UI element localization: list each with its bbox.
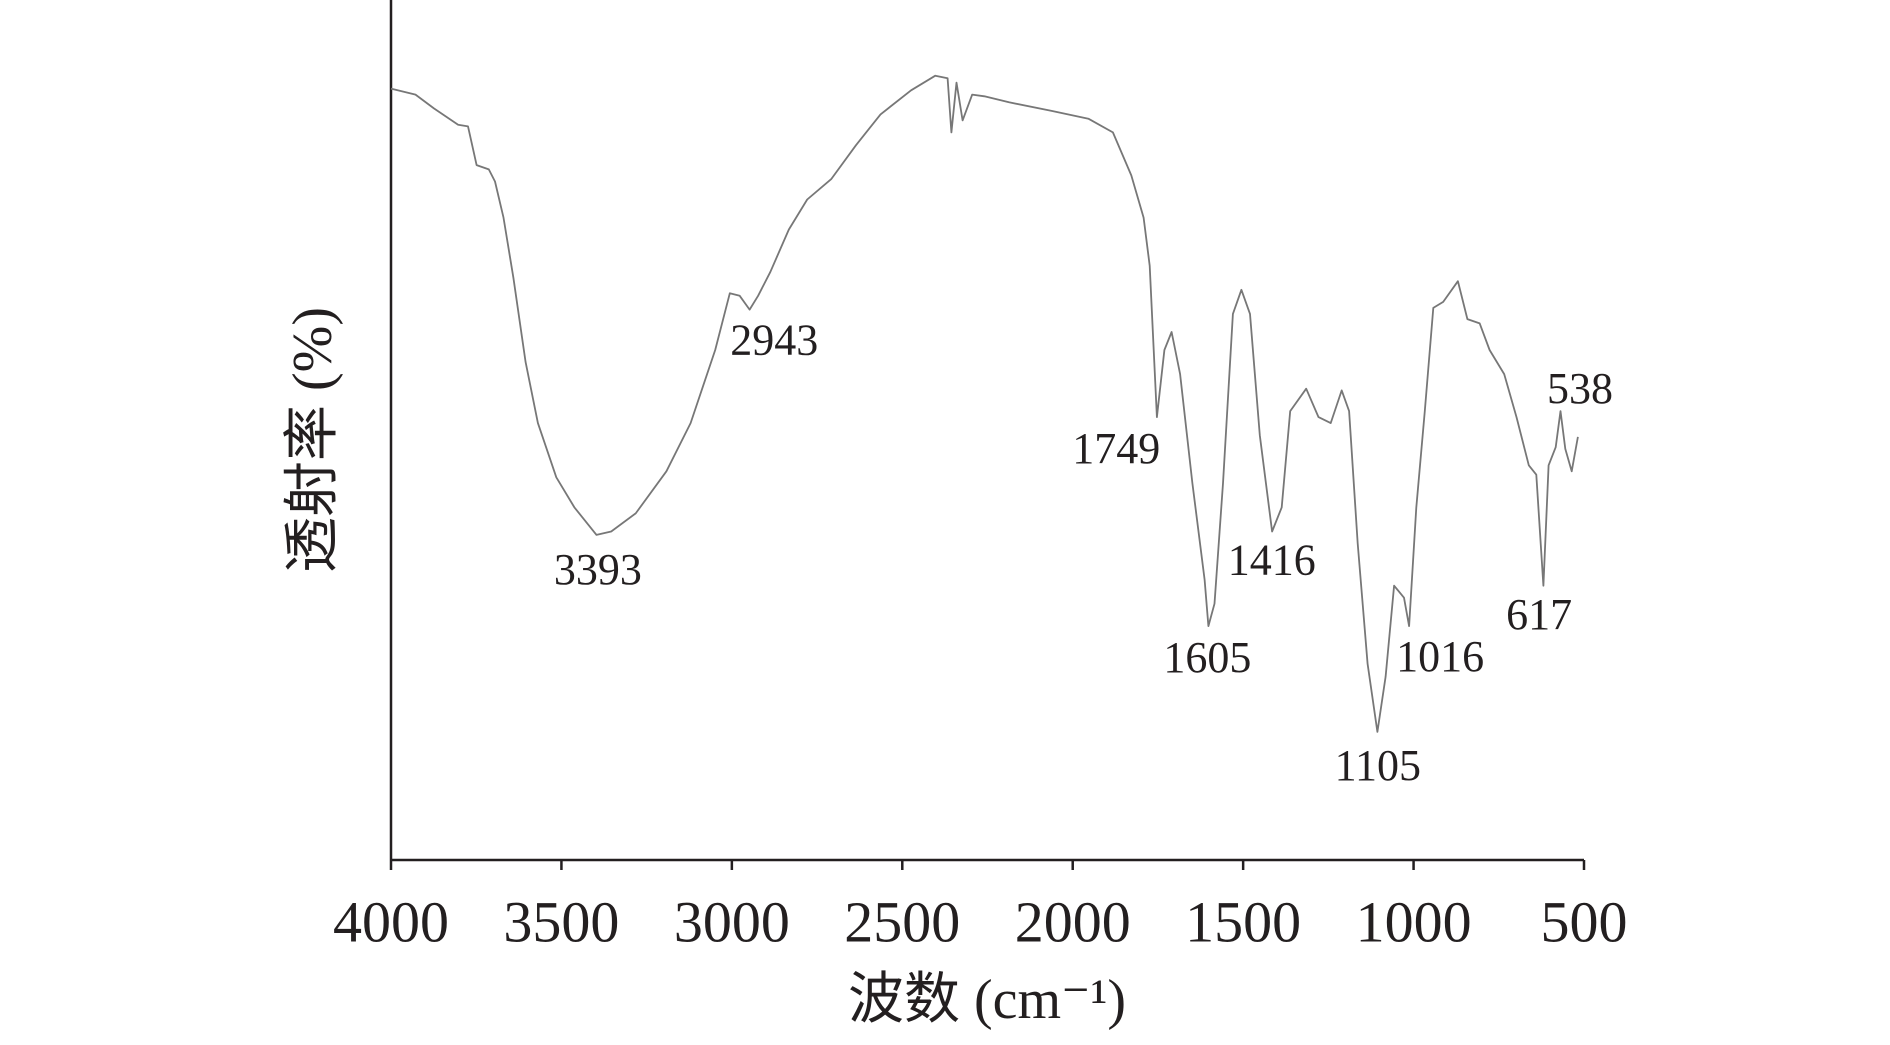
peak-label: 1749: [1072, 424, 1160, 473]
peak-label: 617: [1506, 590, 1572, 639]
x-tick-label: 3000: [674, 889, 790, 954]
x-tick-label: 2000: [1015, 889, 1131, 954]
x-tick-label: 1000: [1356, 889, 1472, 954]
x-tick-label: 1500: [1185, 889, 1301, 954]
x-tick-label: 3500: [503, 889, 619, 954]
y-axis-label: 透射率 (%): [282, 307, 344, 573]
peak-label: 2943: [730, 316, 818, 365]
x-axis-label: 波数 (cm⁻¹): [848, 969, 1126, 1031]
peak-label: 1016: [1396, 632, 1484, 681]
x-tick-label: 4000: [333, 889, 449, 954]
peak-label: 1416: [1228, 536, 1316, 585]
peak-label: 1105: [1335, 741, 1421, 790]
x-tick-label: 500: [1541, 889, 1628, 954]
peak-label: 3393: [554, 545, 642, 594]
peak-label: 538: [1547, 364, 1613, 413]
x-tick-label: 2500: [844, 889, 960, 954]
spectrum-line: [390, 74, 1579, 733]
peak-label: 1605: [1163, 633, 1251, 682]
